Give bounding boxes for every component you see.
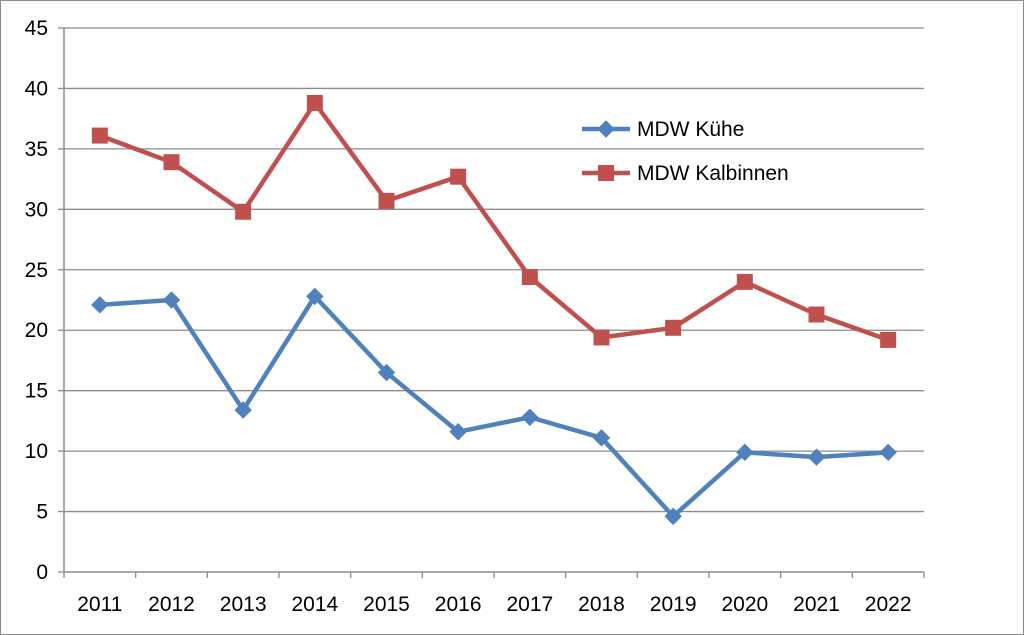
data-point: [665, 319, 682, 336]
x-tick-label: 2021: [793, 593, 840, 616]
data-point: [807, 448, 826, 466]
data-point: [377, 363, 396, 382]
series-2: [91, 94, 897, 348]
y-tick-label: 45: [25, 17, 48, 40]
x-tick-label: 2019: [650, 593, 697, 616]
legend-marker: [598, 165, 614, 181]
data-point: [880, 331, 897, 348]
x-tick-label: 2014: [291, 593, 338, 616]
x-tick-label: 2022: [865, 593, 912, 616]
y-tick-label: 15: [25, 380, 48, 403]
data-point: [879, 443, 897, 462]
y-tick-label: 25: [25, 259, 48, 282]
y-tick-label: 40: [25, 77, 48, 100]
data-point: [163, 154, 180, 171]
legend-item-1: MDW Kühe: [582, 118, 744, 141]
x-tick-label: 2020: [721, 593, 768, 616]
legend: MDW Kühe MDW Kalbinnen: [582, 118, 789, 185]
data-point: [736, 273, 753, 290]
series: [91, 94, 897, 526]
x-tick-label: 2015: [363, 593, 410, 616]
data-point: [593, 329, 610, 346]
legend-label: MDW Kühe: [637, 118, 744, 141]
data-point: [449, 423, 467, 441]
gridlines: [64, 27, 924, 513]
data-point: [306, 94, 323, 111]
data-point: [91, 127, 108, 144]
legend-label: MDW Kalbinnen: [637, 162, 789, 185]
data-point: [808, 306, 825, 323]
y-tick-labels: 0 5 10 15 20 25 30 35 40 45: [25, 17, 48, 584]
series-line: [97, 100, 891, 343]
legend-marker: [597, 120, 615, 138]
x-tick-label: 2013: [220, 593, 267, 616]
data-point: [736, 443, 754, 462]
y-tick-label: 0: [36, 561, 48, 584]
data-point: [521, 408, 539, 426]
data-point: [450, 168, 467, 185]
data-point: [378, 192, 395, 209]
x-tick-label: 2018: [578, 593, 625, 616]
y-tick-label: 30: [25, 198, 48, 221]
series-1: [91, 287, 897, 526]
x-tick-label: 2012: [148, 593, 195, 616]
data-point: [234, 401, 252, 419]
data-point: [306, 287, 324, 306]
data-point: [592, 429, 611, 447]
x-tick-label: 2016: [435, 593, 482, 616]
data-point: [162, 291, 181, 309]
y-tick-label: 35: [25, 138, 48, 161]
x-tick-label: 2017: [506, 593, 553, 616]
axes: [58, 27, 925, 578]
x-tick-label: 2011: [77, 593, 122, 616]
data-point: [235, 203, 252, 220]
series-line: [97, 294, 891, 519]
data-point: [521, 269, 538, 286]
y-tick-label: 10: [25, 440, 48, 463]
legend-item-2: MDW Kalbinnen: [582, 162, 789, 185]
y-tick-label: 5: [36, 501, 48, 524]
data-point: [91, 296, 109, 314]
x-tick-labels: 2011 2012 2013 2014 2015 2016 2017 2018 2019 2020…: [77, 593, 911, 616]
y-tick-label: 20: [25, 319, 48, 342]
data-point: [664, 507, 682, 526]
